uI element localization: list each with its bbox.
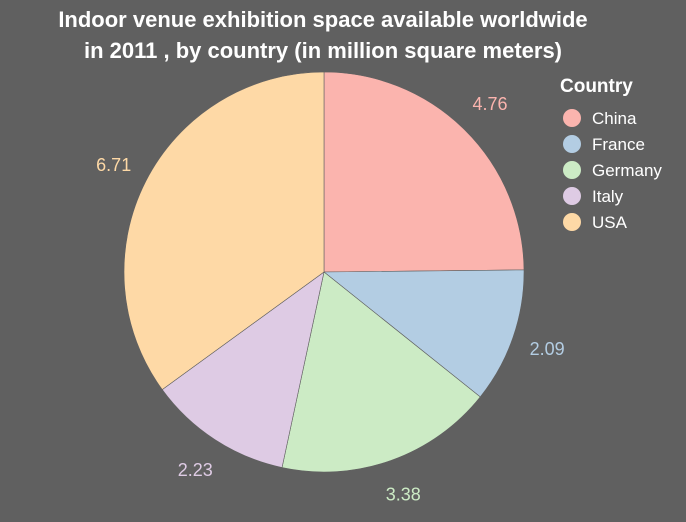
pie-slice-france <box>323 269 525 398</box>
value-label-germany: 3.38 <box>386 484 421 504</box>
value-label-france: 2.09 <box>530 339 565 359</box>
chart-title-line-1: Indoor venue exhibition space available … <box>58 7 587 32</box>
chart-title-line-2: in 2011 , by country (in million square … <box>84 38 562 63</box>
value-label-italy: 2.23 <box>178 460 213 480</box>
value-label-china: 4.76 <box>472 94 507 114</box>
legend-label-france: France <box>592 135 645 154</box>
legend-swatch-china <box>563 109 581 127</box>
legend-swatch-france <box>563 135 581 153</box>
legend-label-italy: Italy <box>592 187 624 206</box>
legend-swatch-italy <box>563 187 581 205</box>
legend-title: Country <box>560 76 633 97</box>
legend-swatch-germany <box>563 161 581 179</box>
legend-swatch-usa <box>563 213 581 231</box>
pie-slice-usa <box>123 71 325 390</box>
legend-label-china: China <box>592 109 637 128</box>
legend: Country China France Germany Italy USA <box>560 76 662 232</box>
value-label-usa: 6.71 <box>96 155 131 175</box>
legend-label-germany: Germany <box>592 161 662 180</box>
pie-value-labels: 4.76 2.09 3.38 2.23 6.71 <box>96 94 564 504</box>
pie-slice-germany <box>281 271 481 473</box>
legend-label-usa: USA <box>592 213 628 232</box>
pie-slices <box>123 71 525 473</box>
pie-slice-china <box>323 71 525 273</box>
pie-slice-italy <box>161 271 325 468</box>
